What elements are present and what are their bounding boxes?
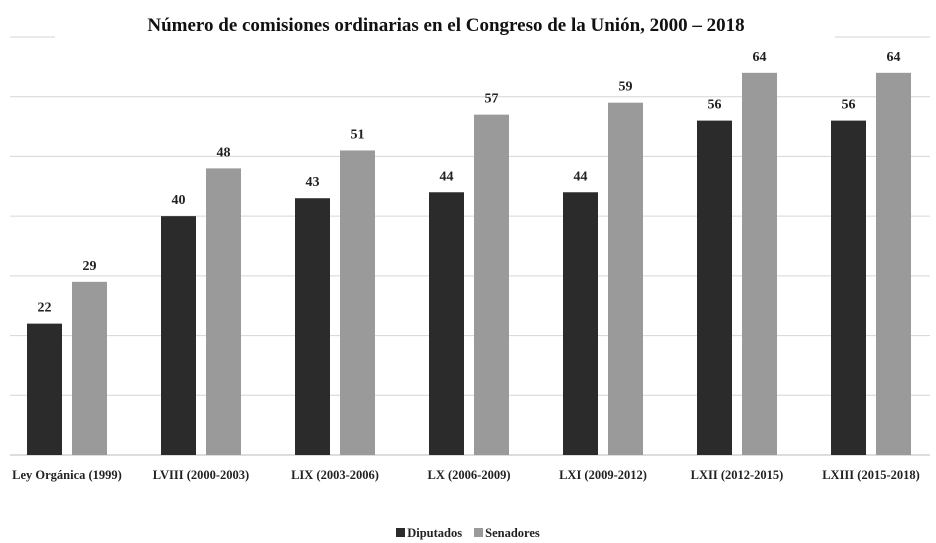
data-label: 44: [440, 169, 454, 184]
x-tick-label: LVIII (2000-2003): [152, 468, 250, 482]
legend-item: Senadores: [474, 526, 540, 540]
title-background: [55, 12, 835, 46]
legend-swatch: [474, 528, 484, 537]
bar: [742, 72, 777, 455]
bar: [72, 281, 107, 455]
x-tick-label: LX (2006-2009): [427, 468, 511, 482]
bar: [876, 72, 911, 455]
chart-title: Número de comisiones ordinarias en el Co…: [147, 15, 744, 36]
x-tick-label: LXII (2012-2015): [690, 468, 784, 482]
bar: [831, 120, 866, 455]
data-label: 57: [485, 92, 499, 107]
data-label: 64: [887, 50, 901, 65]
x-tick-label: LXIII (2015-2018): [822, 468, 920, 482]
legend: Diputados Senadores: [0, 526, 936, 541]
bar: [340, 150, 375, 455]
legend-label: Senadores: [485, 526, 540, 540]
data-label: 48: [217, 145, 231, 160]
bar: [429, 192, 464, 455]
data-label: 56: [708, 98, 722, 113]
x-tick-label: Ley Orgánica (1999): [12, 468, 122, 482]
data-label: 22: [38, 301, 52, 316]
bar: [563, 192, 598, 455]
data-label: 40: [172, 193, 186, 208]
bar: [161, 216, 196, 455]
data-label: 51: [351, 127, 365, 142]
legend-label: Diputados: [407, 526, 463, 540]
data-label: 29: [83, 259, 97, 274]
data-label: 64: [753, 50, 767, 65]
bar: [608, 102, 643, 455]
data-label: 56: [842, 98, 856, 113]
x-tick-label: LXI (2009-2012): [559, 468, 647, 482]
legend-swatch: [396, 528, 406, 537]
bar: [206, 168, 241, 455]
data-label: 59: [619, 80, 633, 95]
x-tick-label: LIX (2003-2006): [291, 468, 379, 482]
data-label: 44: [574, 169, 588, 184]
bar: [697, 120, 732, 455]
legend-item: Diputados: [396, 526, 462, 540]
bar: [27, 323, 62, 455]
data-label: 43: [306, 175, 320, 190]
bar: [295, 198, 330, 455]
bar: [474, 114, 509, 455]
